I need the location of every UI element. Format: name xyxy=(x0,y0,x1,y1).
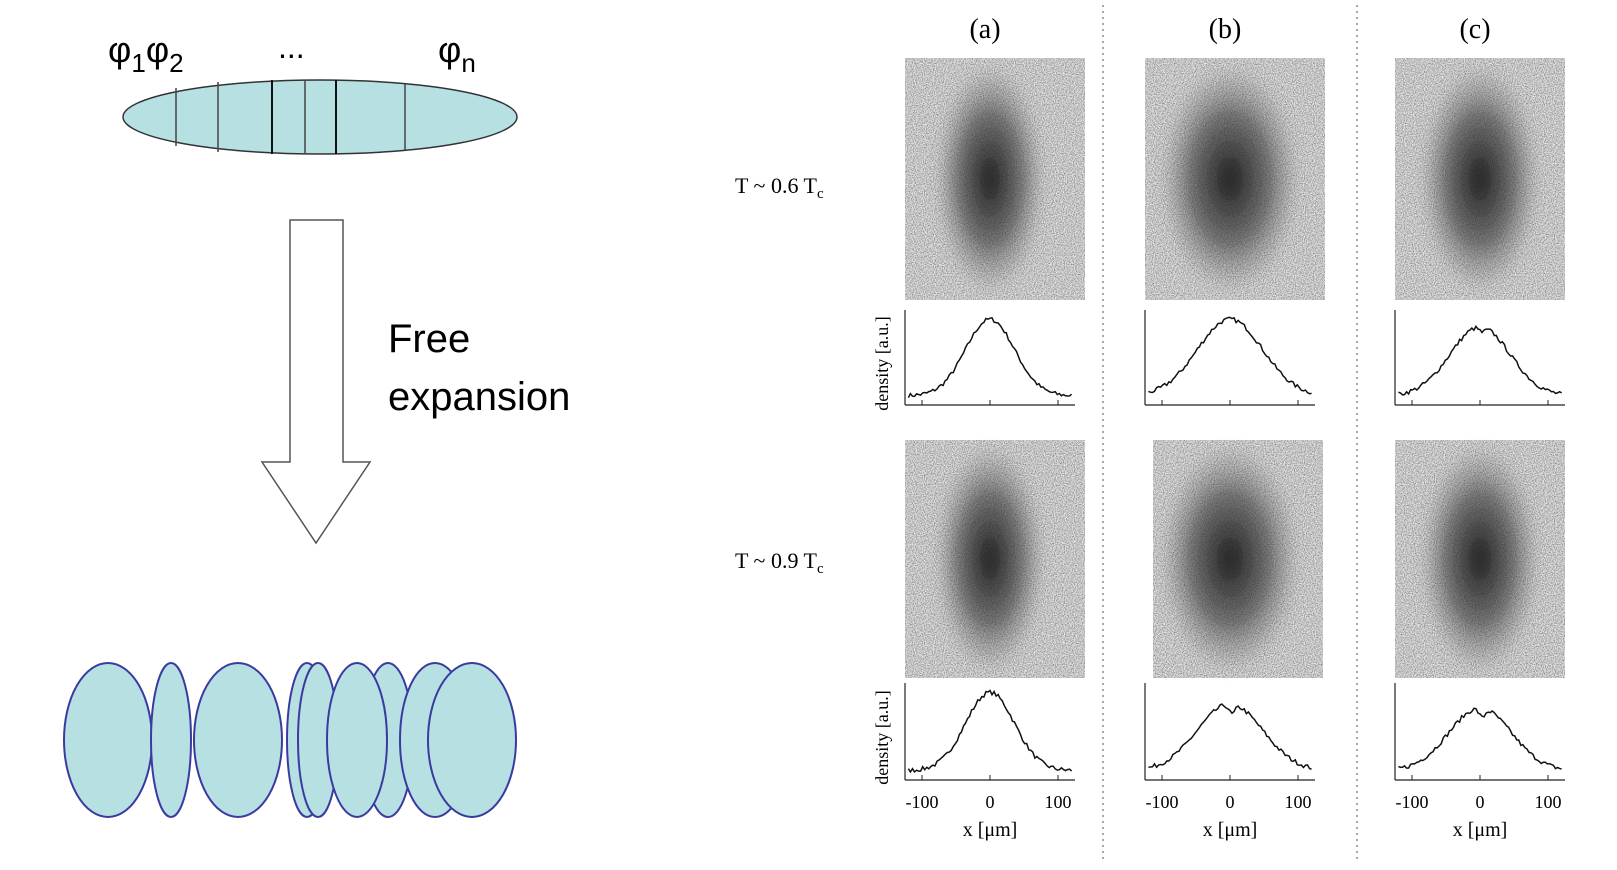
x-axis-label: x [μm] xyxy=(1203,819,1258,841)
phase-index: 2 xyxy=(169,48,183,78)
atom-cloud xyxy=(1160,64,1300,294)
x-tick-label: 100 xyxy=(1045,792,1072,812)
panels xyxy=(1102,5,1358,860)
atom-cloud xyxy=(1420,444,1540,674)
y-axis-label: density [a.u.] xyxy=(872,690,892,784)
column-label: (b) xyxy=(1209,14,1242,45)
arrow-label: expansion xyxy=(388,375,570,419)
x-tick-label: 100 xyxy=(1535,792,1562,812)
phase-symbol: φ xyxy=(438,29,461,70)
condensate xyxy=(122,79,518,155)
phase-labels: φ1φ2 xyxy=(108,29,184,78)
row-sub: c xyxy=(817,186,824,202)
density-profile xyxy=(1148,316,1312,395)
density-profile xyxy=(1398,707,1562,770)
x-tick-label: -100 xyxy=(906,792,939,812)
phase-dividers xyxy=(175,80,406,154)
row-label: T ~ 0.9 Tc xyxy=(735,548,824,577)
arrow xyxy=(260,219,372,545)
x-tick-label: 0 xyxy=(1476,792,1485,812)
phase-symbol: φ xyxy=(108,29,131,70)
y-axis-label: density [a.u.] xyxy=(872,316,892,410)
column-label: (a) xyxy=(969,14,1000,45)
atom-cloud xyxy=(1420,64,1540,294)
x-tick-label: -100 xyxy=(1396,792,1429,812)
ellipsis: ... xyxy=(278,29,305,65)
phase-index: 1 xyxy=(131,48,145,78)
phase-symbol: φ xyxy=(146,29,169,70)
row-text: T ~ 0.6 T xyxy=(735,173,818,198)
density-profile xyxy=(907,689,1073,774)
x-tick-label: -100 xyxy=(1146,792,1179,812)
expanded-pieces xyxy=(63,662,517,818)
x-axis-label: x [μm] xyxy=(1453,819,1508,841)
phase-index: n xyxy=(461,48,475,78)
atom-cloud xyxy=(1160,444,1300,674)
x-tick-label: 100 xyxy=(1285,792,1312,812)
atom-cloud xyxy=(935,64,1045,294)
x-tick-label: 0 xyxy=(1226,792,1235,812)
x-tick-label: 0 xyxy=(986,792,995,812)
phase-labels: φn xyxy=(438,29,476,78)
row-label: T ~ 0.6 Tc xyxy=(735,173,824,202)
density-profile xyxy=(1398,325,1562,396)
row-sub: c xyxy=(817,561,824,577)
x-axis-label: x [μm] xyxy=(963,819,1018,841)
column-label: (c) xyxy=(1459,14,1490,45)
density-profile xyxy=(907,316,1073,399)
atom-cloud xyxy=(935,444,1045,674)
arrow-label: Free xyxy=(388,317,470,361)
density-profile xyxy=(1148,703,1312,770)
schematic: φ1φ2 ... φn Free expansion xyxy=(63,29,570,818)
row-text: T ~ 0.9 T xyxy=(735,548,818,573)
